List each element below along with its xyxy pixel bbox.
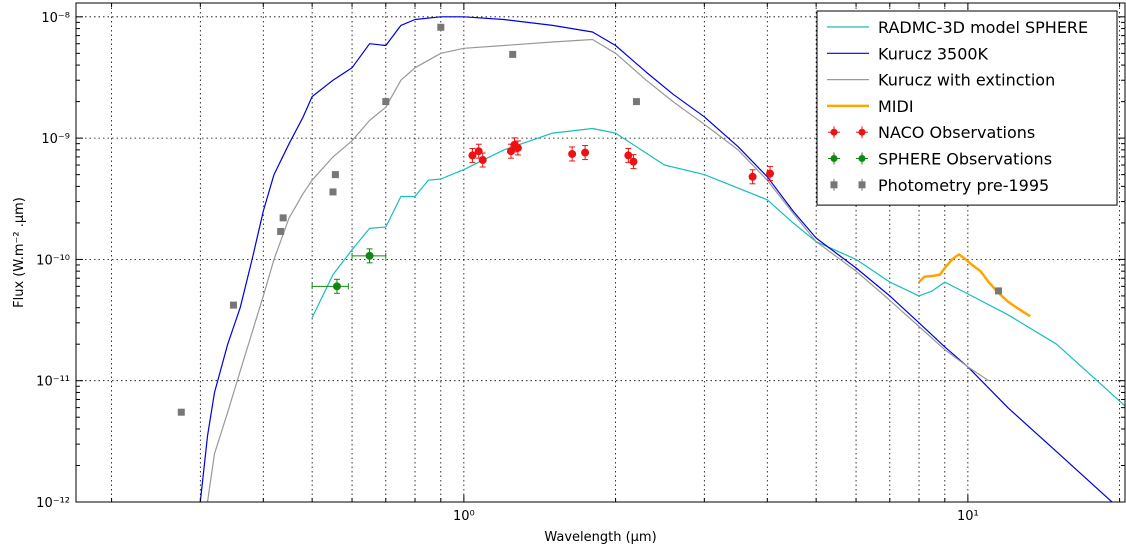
- legend: RADMC-3D model SPHERE Kurucz 3500K Kurucz …: [816, 10, 1118, 206]
- data-point: [513, 143, 522, 152]
- data-point: [766, 169, 775, 178]
- data-point: [568, 149, 577, 158]
- legend-marker: [830, 181, 838, 189]
- data-point: [229, 301, 237, 309]
- data-point: [468, 151, 477, 160]
- data-point: [474, 147, 483, 156]
- series-line: [311, 127, 1125, 407]
- data-point: [329, 188, 337, 196]
- data-point: [748, 172, 757, 181]
- legend-item: SPHERE Observations: [828, 150, 1052, 169]
- data-point: [994, 287, 1002, 295]
- legend-marker: [858, 128, 866, 136]
- legend-item: NACO Observations: [828, 123, 1035, 142]
- x-axis-label: Wavelength (μm): [544, 530, 656, 545]
- legend-marker: [830, 128, 838, 136]
- data-point: [331, 171, 339, 179]
- series-line: [918, 253, 1031, 318]
- data-point: [581, 148, 590, 157]
- legend-label: MIDI: [878, 97, 914, 116]
- data-point: [624, 151, 633, 160]
- series-sphere-observations: [311, 248, 387, 294]
- legend-marker: [858, 181, 866, 189]
- data-point: [365, 251, 374, 260]
- y-tick-label: 10⁻⁹: [41, 132, 70, 147]
- data-point: [509, 50, 517, 58]
- data-point: [478, 156, 487, 165]
- series-line: [199, 16, 1113, 502]
- series-photometry-pre-1995: [177, 23, 1002, 416]
- x-tick-label: 10¹: [957, 509, 979, 524]
- data-point: [177, 408, 185, 416]
- plot-frame: [75, 2, 1126, 503]
- series-radmc-3d-model-sphere: [311, 127, 1125, 407]
- y-tick-label: 10⁻⁸: [41, 11, 70, 26]
- series-midi: [918, 253, 1031, 318]
- series-kurucz-3500k: [199, 16, 1113, 502]
- legend-label: Kurucz with extinction: [878, 71, 1055, 90]
- legend-label: RADMC-3D model SPHERE: [878, 18, 1088, 37]
- data-point: [332, 282, 341, 291]
- legend-box: [816, 10, 1118, 206]
- series-kurucz-with-extinction: [206, 38, 990, 502]
- legend-marker: [830, 155, 838, 162]
- data-point: [629, 157, 638, 166]
- legend-label: SPHERE Observations: [878, 150, 1052, 169]
- legend-label: Kurucz 3500K: [878, 44, 989, 63]
- x-tick-label: 10⁰: [453, 509, 475, 524]
- data-point: [382, 98, 390, 106]
- legend-item: Kurucz 3500K: [827, 44, 989, 63]
- data-point: [437, 23, 445, 31]
- y-tick-label: 10⁻¹¹: [36, 375, 70, 390]
- legend-label: Photometry pre-1995: [878, 176, 1049, 195]
- legend-item: MIDI: [827, 97, 914, 116]
- series-line: [206, 38, 990, 502]
- legend-item: RADMC-3D model SPHERE: [827, 18, 1088, 37]
- legend-item: Kurucz with extinction: [827, 71, 1055, 90]
- data-point: [277, 227, 285, 235]
- series-naco-observations: [468, 137, 775, 185]
- data-point: [632, 98, 640, 106]
- legend-item: Photometry pre-1995: [830, 176, 1049, 195]
- y-tick-label: 10⁻¹⁰: [36, 253, 70, 268]
- legend-marker: [858, 155, 866, 162]
- data-point: [279, 214, 287, 222]
- y-axis-label: Flux (W.m⁻² .μm): [12, 197, 27, 308]
- axis-ticks: 10⁰ 10¹ 10⁻¹² 10⁻¹¹ 10⁻¹⁰ 10⁻⁹ 10⁻⁸: [36, 3, 1125, 524]
- legend-label: NACO Observations: [878, 123, 1035, 142]
- data-point: [506, 147, 515, 156]
- y-tick-label: 10⁻¹²: [36, 496, 70, 511]
- series-layer: [177, 16, 1125, 502]
